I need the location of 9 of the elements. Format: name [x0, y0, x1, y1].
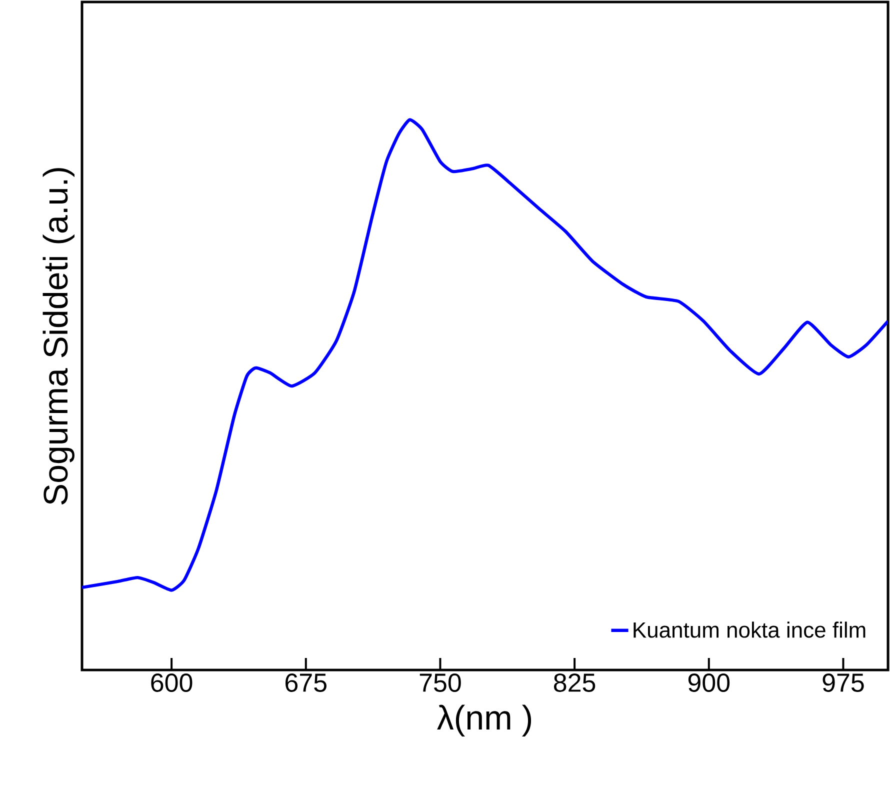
x-tick-label: 600 [151, 674, 192, 692]
x-tick-label: 900 [688, 674, 730, 692]
x-tick-label: 750 [420, 674, 461, 692]
x-tick-label: 825 [554, 674, 596, 692]
legend-label: Kuantum nokta ince film [634, 622, 866, 638]
x-tick-label: 975 [822, 674, 864, 692]
y-axis-title: Sogurma Siddeti (a.u.) [42, 168, 74, 505]
x-axis-title: λ(nm ) [437, 704, 532, 736]
x-tick-label: 675 [286, 674, 326, 692]
